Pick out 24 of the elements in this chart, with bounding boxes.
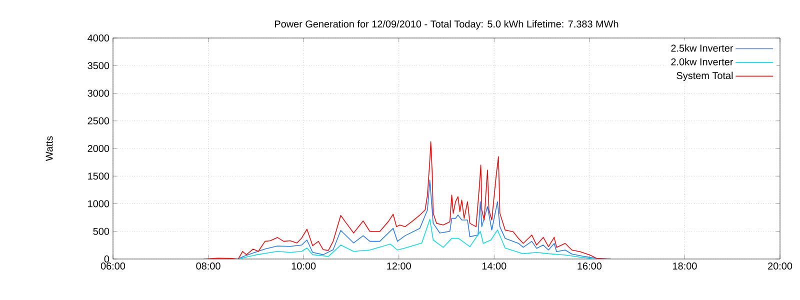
y-tick-label: 3500 xyxy=(88,62,110,70)
x-tick-label: 14:00 xyxy=(482,262,506,270)
legend-label: 2.5kw Inverter xyxy=(671,44,734,52)
x-tick-label: 08:00 xyxy=(196,262,220,270)
chart-title: Power Generation for 12/09/2010 - Total Today: 5.0 kWh Lifetime: 7.383 MWh xyxy=(275,20,618,30)
y-tick-label: 2000 xyxy=(88,144,110,152)
x-tick-label: 18:00 xyxy=(673,262,697,270)
y-tick-label: 500 xyxy=(93,228,110,235)
x-tick-label: 20:00 xyxy=(768,262,792,270)
y-tick-label: 3000 xyxy=(88,90,110,97)
legend-label: System Total xyxy=(676,72,733,82)
x-tick-label: 10:00 xyxy=(292,262,316,270)
y-tick-label: 4000 xyxy=(88,34,110,42)
x-tick-label: 06:00 xyxy=(100,262,126,270)
x-tick-label: 12:00 xyxy=(387,262,411,270)
y-tick-label: 2500 xyxy=(88,117,110,124)
y-axis-title: Watts xyxy=(46,136,53,161)
line-series xyxy=(203,141,612,259)
y-tick-label: 1500 xyxy=(88,172,110,180)
x-tick-label: 16:00 xyxy=(578,262,602,270)
legend-label: 2.0kw Inverter xyxy=(671,58,734,66)
y-tick-label: 0 xyxy=(104,255,110,263)
line-series xyxy=(238,218,597,259)
y-tick-label: 1000 xyxy=(88,200,110,208)
